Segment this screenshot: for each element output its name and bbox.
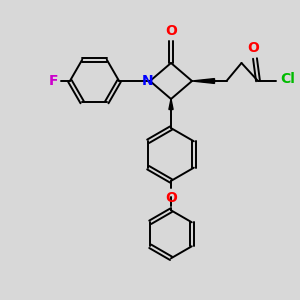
Polygon shape <box>192 79 214 83</box>
Text: O: O <box>248 41 260 55</box>
Text: F: F <box>49 74 58 88</box>
Polygon shape <box>169 99 173 110</box>
Text: O: O <box>165 191 177 206</box>
Text: Cl: Cl <box>280 72 296 86</box>
Text: O: O <box>165 24 177 38</box>
Text: N: N <box>142 74 153 88</box>
